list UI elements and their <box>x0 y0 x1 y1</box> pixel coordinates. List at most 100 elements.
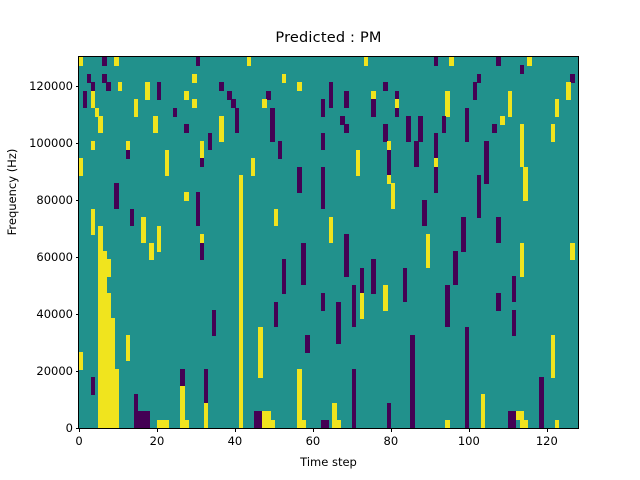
heatmap-cell <box>480 394 486 404</box>
heatmap-cell <box>219 82 224 92</box>
heatmap-cell <box>570 242 575 252</box>
heatmap-cell <box>90 99 96 109</box>
heatmap-cell <box>98 343 103 353</box>
heatmap-cell <box>383 82 388 92</box>
heatmap-cell <box>410 360 415 370</box>
heatmap-cell <box>106 377 111 387</box>
heatmap-cell <box>98 267 103 277</box>
heatmap-cell <box>258 360 263 370</box>
heatmap-cell <box>464 385 470 395</box>
heatmap-cell <box>110 419 115 428</box>
heatmap-cell <box>90 385 96 395</box>
heatmap-cell <box>336 335 341 345</box>
heatmap-cell <box>297 368 302 378</box>
heatmap-cell <box>102 284 107 294</box>
heatmap-cell <box>550 132 556 142</box>
heatmap-cell <box>351 284 357 294</box>
heatmap-cell <box>238 402 244 412</box>
heatmap-cell <box>484 175 489 185</box>
heatmap-cell <box>519 411 524 421</box>
heatmap-cell <box>523 183 528 193</box>
heatmap-cell <box>102 343 107 353</box>
heatmap-cell <box>359 301 365 311</box>
heatmap-cell <box>98 293 103 303</box>
heatmap-cell <box>519 124 524 134</box>
heatmap-cell <box>472 82 478 92</box>
heatmap-cell <box>98 318 103 328</box>
heatmap-cell <box>445 301 450 311</box>
x-tick-mark <box>156 428 158 432</box>
heatmap-cell <box>98 360 103 370</box>
heatmap-cell <box>258 368 263 378</box>
heatmap-cell <box>273 217 279 227</box>
heatmap-cell <box>511 309 517 319</box>
heatmap-cell <box>344 99 349 109</box>
heatmap-cell <box>511 276 517 286</box>
y-tick-label: 60000 <box>36 249 73 264</box>
heatmap-cell <box>344 234 349 244</box>
heatmap-cell <box>305 335 310 345</box>
heatmap-cell <box>453 267 458 277</box>
heatmap-cell <box>270 116 275 126</box>
heatmap-cell <box>301 259 306 269</box>
heatmap-cell <box>106 402 111 412</box>
heatmap-cell <box>305 343 310 353</box>
heatmap-cell <box>324 419 330 428</box>
heatmap-cell <box>110 385 115 395</box>
heatmap-cell <box>238 200 244 210</box>
heatmap-cell <box>297 419 302 428</box>
heatmap-axes[interactable] <box>78 56 579 429</box>
heatmap-cell <box>464 335 470 345</box>
heatmap-cell <box>383 301 388 311</box>
heatmap-cell <box>539 419 544 428</box>
heatmap-cell <box>258 343 263 353</box>
heatmap-cell <box>102 394 107 404</box>
heatmap-cell <box>192 99 197 109</box>
heatmap-cell <box>464 411 470 421</box>
heatmap-cell <box>79 352 84 362</box>
heatmap-cell <box>172 107 178 117</box>
heatmap-cell <box>238 234 244 244</box>
heatmap-cell <box>351 402 357 412</box>
heatmap-cell <box>320 166 326 176</box>
heatmap-cell <box>496 234 501 244</box>
heatmap-cell <box>94 107 100 117</box>
heatmap-cell <box>98 259 103 269</box>
heatmap-cell <box>550 343 556 353</box>
heatmap-cell <box>277 141 283 151</box>
heatmap-cell <box>79 158 84 168</box>
heatmap-cell <box>359 284 365 294</box>
heatmap-cell <box>211 309 217 319</box>
heatmap-cell <box>351 385 357 395</box>
heatmap-cell <box>110 411 115 421</box>
heatmap-cell <box>453 250 458 260</box>
heatmap-cell <box>156 82 162 92</box>
heatmap-cell <box>199 234 205 244</box>
heatmap-cell <box>507 90 513 100</box>
heatmap-cell <box>219 124 224 134</box>
heatmap-cell <box>90 377 96 387</box>
heatmap-cell <box>102 293 107 303</box>
heatmap-cell <box>106 360 111 370</box>
heatmap-cell <box>114 183 119 193</box>
x-tick-label: 60 <box>305 434 321 448</box>
heatmap-cell <box>86 73 92 83</box>
heatmap-cell <box>141 217 146 227</box>
heatmap-cell <box>145 411 150 421</box>
heatmap-cell <box>402 293 408 303</box>
heatmap-cell <box>110 402 115 412</box>
heatmap-cell <box>102 360 107 370</box>
heatmap-cell <box>102 57 107 67</box>
heatmap-cell <box>344 90 349 100</box>
heatmap-cell <box>453 259 458 269</box>
heatmap-cell <box>98 419 103 428</box>
heatmap-cell <box>98 385 103 395</box>
heatmap-cell <box>464 107 470 117</box>
heatmap-cell <box>110 368 115 378</box>
heatmap-cell <box>406 116 411 126</box>
heatmap-cell <box>156 419 162 428</box>
heatmap-cell <box>90 141 96 151</box>
heatmap-cell <box>82 99 88 109</box>
heatmap-cell <box>425 250 431 260</box>
heatmap-cell <box>180 368 185 378</box>
